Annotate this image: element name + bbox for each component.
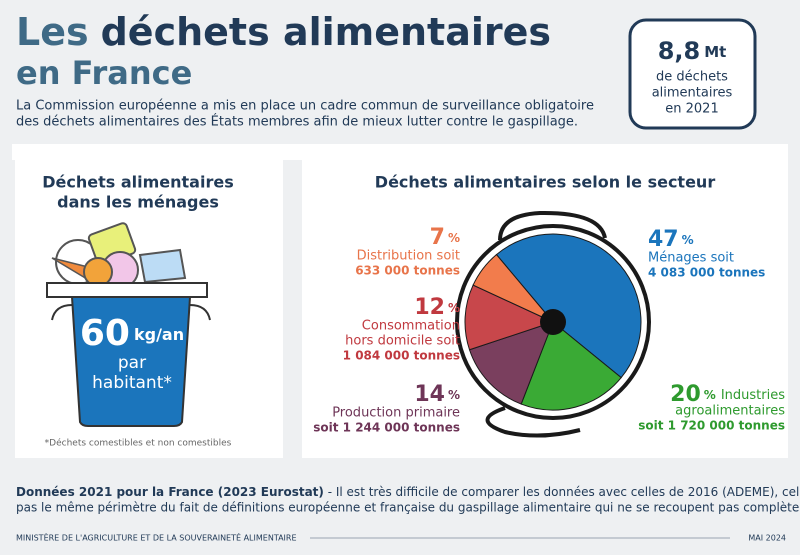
slice-value: 20 xyxy=(670,382,701,407)
footnote: *Déchets comestibles et non comestibles xyxy=(45,438,232,449)
badge-line: en 2021 xyxy=(665,102,718,117)
source-text: - Il est très difficile de comparer les … xyxy=(324,485,800,499)
slice-value: 7 xyxy=(430,225,445,250)
chart-title: Déchets alimentaires selon le secteur xyxy=(375,173,716,192)
household-line: habitant* xyxy=(92,373,172,393)
slice-amount: 1 084 000 tonnes xyxy=(343,349,460,363)
slice-value: 47 xyxy=(648,227,679,252)
bucket xyxy=(70,296,192,427)
intro: des déchets alimentaires des États membr… xyxy=(16,114,578,130)
slice-amount: 4 083 000 tonnes xyxy=(648,266,765,280)
slice-label: 20% Industries xyxy=(670,382,785,407)
slice xyxy=(468,321,554,405)
slice-category: Distribution soit xyxy=(357,249,460,264)
badge-amount: 8,8 Mt xyxy=(658,37,727,65)
slice-unit: % xyxy=(682,233,694,247)
title-line2: en France xyxy=(16,54,192,92)
badge-number: 8,8 xyxy=(658,37,701,65)
panel-title: dans les ménages xyxy=(57,193,219,212)
slice-amount: soit 1 720 000 tonnes xyxy=(638,419,785,433)
bucket-rim xyxy=(46,282,208,298)
bucket-handle xyxy=(51,304,211,321)
slice-label: 47% xyxy=(648,227,694,252)
pot-knob xyxy=(540,309,566,335)
slice xyxy=(464,284,555,351)
slice-category: agroalimentaires xyxy=(675,404,785,419)
ministry: MINISTÈRE DE L'AGRICULTURE ET DE LA SOUV… xyxy=(16,532,297,543)
slice xyxy=(495,233,642,379)
slice-value: 14 xyxy=(414,382,445,407)
slice-category: Production primaire xyxy=(332,406,460,421)
slice-unit: % xyxy=(448,301,460,315)
source: Données 2021 pour la France (2023 Eurost… xyxy=(16,485,800,499)
slice-value: 12 xyxy=(414,295,445,320)
slice-category: Consommation xyxy=(362,319,460,334)
panel-title: Déchets alimentaires xyxy=(42,173,233,192)
slice-label: 14% xyxy=(414,382,460,407)
slice-label: 12% xyxy=(414,295,460,320)
badge xyxy=(628,18,757,130)
slice xyxy=(520,321,622,411)
badge-line: de déchets xyxy=(656,70,728,85)
slice-category: Ménages soit xyxy=(648,251,734,266)
badge-unit: Mt xyxy=(704,43,726,61)
slice-category: Industries xyxy=(721,388,785,403)
slice-amount: 633 000 tonnes xyxy=(355,264,460,278)
title-main: déchets alimentaires xyxy=(101,10,551,54)
household-number: 60 xyxy=(80,313,130,354)
slice xyxy=(472,253,554,323)
date: MAI 2024 xyxy=(748,534,786,543)
slice-amount: soit 1 244 000 tonnes xyxy=(313,421,460,435)
source-text: pas le même périmètre du fait de définit… xyxy=(16,501,800,515)
household-amount: 60 kg/an xyxy=(80,313,184,354)
badge-line: alimentaires xyxy=(652,86,733,101)
source-bold: Données 2021 pour la France (2023 Eurost… xyxy=(16,485,324,499)
pie xyxy=(464,233,642,411)
slice-category: hors domicile soit xyxy=(345,334,460,349)
band xyxy=(12,144,788,160)
title: Les déchets alimentaires xyxy=(16,10,551,54)
slice-label: 7% xyxy=(430,225,460,250)
household-line: par xyxy=(118,353,146,373)
intro: La Commission européenne a mis en place … xyxy=(16,99,594,114)
slice-unit: % xyxy=(704,388,716,402)
title-prefix: Les xyxy=(16,10,89,54)
food-illustration xyxy=(51,222,187,289)
household-unit: kg/an xyxy=(134,325,184,344)
slice-unit: % xyxy=(448,231,460,245)
slice-unit: % xyxy=(448,388,460,402)
